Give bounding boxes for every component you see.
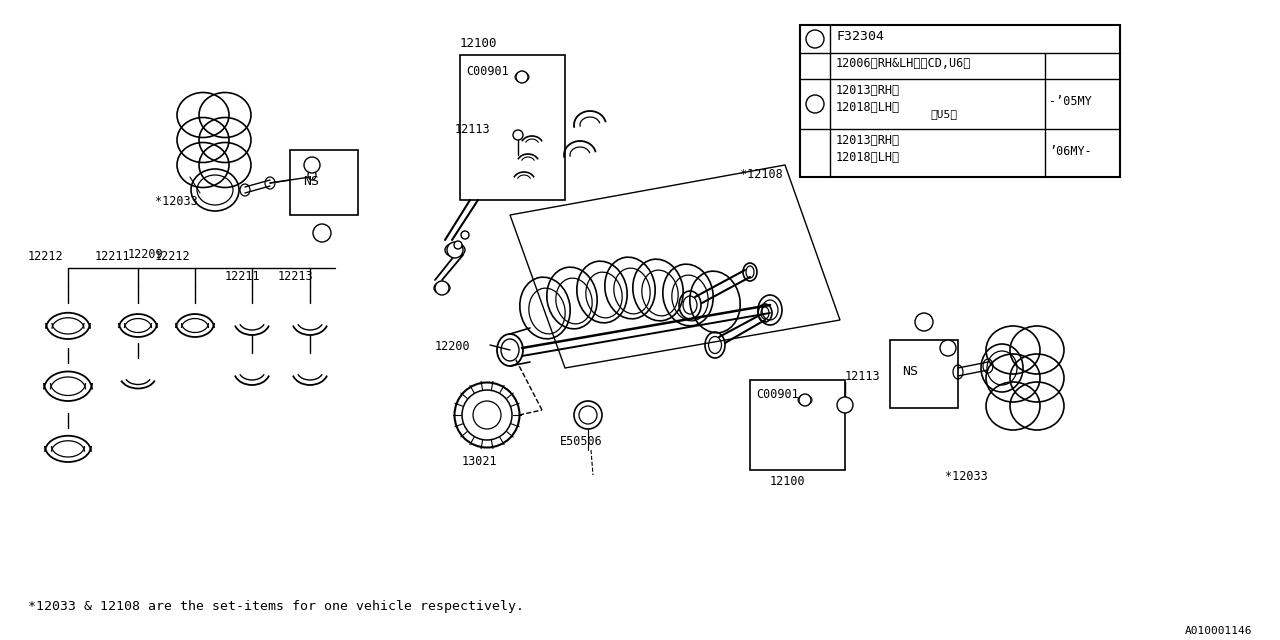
Text: 12209: 12209	[128, 248, 164, 261]
Text: *12033 & 12108 are the set-items for one vehicle respectively.: *12033 & 12108 are the set-items for one…	[28, 600, 524, 613]
Text: -’05MY: -’05MY	[1050, 95, 1092, 108]
Text: 12018〈LH〉: 12018〈LH〉	[836, 101, 900, 114]
Text: 12018〈LH〉: 12018〈LH〉	[836, 151, 900, 164]
Circle shape	[454, 241, 462, 249]
Text: 2: 2	[922, 317, 927, 327]
Circle shape	[837, 397, 852, 413]
Circle shape	[806, 30, 824, 48]
Text: 1: 1	[945, 343, 951, 353]
Circle shape	[305, 157, 320, 173]
Text: *12108: *12108	[740, 168, 783, 181]
Text: C00901: C00901	[466, 65, 508, 78]
Text: NS: NS	[902, 365, 918, 378]
Text: 2: 2	[319, 228, 325, 238]
Circle shape	[314, 224, 332, 242]
Text: 1: 1	[308, 160, 315, 170]
Circle shape	[799, 394, 812, 406]
Text: 1: 1	[842, 400, 847, 410]
Text: 12200: 12200	[435, 340, 471, 353]
Bar	[291, 150, 358, 215]
Text: A010001146: A010001146	[1184, 626, 1252, 636]
Text: 12212: 12212	[28, 250, 64, 263]
Bar	[460, 55, 564, 200]
Text: 1: 1	[812, 34, 818, 44]
Text: 12211: 12211	[225, 270, 261, 283]
Text: 12013〈RH〉: 12013〈RH〉	[836, 84, 900, 97]
Text: ’06MY-: ’06MY-	[1050, 145, 1092, 158]
Text: 12100: 12100	[771, 475, 805, 488]
Circle shape	[915, 313, 933, 331]
Bar	[890, 340, 957, 408]
Text: 12113: 12113	[454, 123, 490, 136]
Text: *12033: *12033	[945, 470, 988, 483]
Circle shape	[435, 281, 449, 295]
Circle shape	[940, 340, 956, 356]
Text: 12006〈RH&LH〉〈CD,U6〉: 12006〈RH&LH〉〈CD,U6〉	[836, 57, 972, 70]
Bar	[800, 25, 1120, 177]
Text: 12213: 12213	[278, 270, 314, 283]
Circle shape	[806, 95, 824, 113]
Text: E50506: E50506	[561, 435, 603, 448]
Circle shape	[461, 231, 468, 239]
Text: 12013〈RH〉: 12013〈RH〉	[836, 134, 900, 147]
Text: F32304: F32304	[836, 30, 884, 43]
Text: 13021: 13021	[462, 455, 498, 468]
Text: *12033: *12033	[155, 195, 197, 208]
Circle shape	[513, 130, 524, 140]
Text: 〈U5〉: 〈U5〉	[931, 109, 957, 119]
Text: 12113: 12113	[845, 370, 881, 383]
Text: 2: 2	[812, 99, 818, 109]
Text: 12212: 12212	[155, 250, 191, 263]
Text: 12100: 12100	[460, 37, 498, 50]
Text: 12211: 12211	[95, 250, 131, 263]
Bar	[750, 380, 845, 470]
Text: C00901: C00901	[756, 388, 799, 401]
Circle shape	[447, 242, 463, 258]
Circle shape	[516, 71, 529, 83]
Text: NS: NS	[303, 175, 319, 188]
